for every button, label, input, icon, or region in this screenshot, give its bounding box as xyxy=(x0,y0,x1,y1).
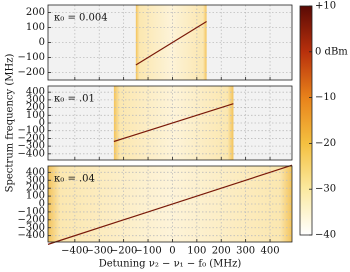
y-tick-label: −400 xyxy=(18,230,45,241)
panel-label: κ₀ = .01 xyxy=(54,94,95,105)
y-tick-label: 200 xyxy=(26,7,45,18)
y-tick-label: 400 xyxy=(26,87,45,98)
panel-label: κ₀ = 0.004 xyxy=(54,13,108,24)
y-tick-label: −100 xyxy=(18,206,45,217)
panel-frame xyxy=(47,165,293,243)
x-tick-label: −400 xyxy=(61,246,88,257)
y-tick-label: 100 xyxy=(26,191,45,202)
x-tick-label: 100 xyxy=(187,246,206,257)
x-tick-label: 200 xyxy=(212,246,231,257)
y-tick-label: 0 xyxy=(39,37,45,48)
y-tick-label: −400 xyxy=(18,148,45,159)
y-tick-label: 0 xyxy=(39,118,45,129)
y-tick-label: −200 xyxy=(18,67,45,78)
colorbar-tick-label: 0 dBm xyxy=(315,46,348,57)
x-tick-label: −200 xyxy=(110,246,137,257)
x-tick-label: 400 xyxy=(260,246,279,257)
y-tick-label: 400 xyxy=(26,167,45,178)
y-tick-label: 300 xyxy=(26,175,45,186)
panel-frame xyxy=(47,4,293,81)
y-tick-label: −100 xyxy=(18,52,45,63)
y-tick-label: −200 xyxy=(18,214,45,225)
x-tick-label: −100 xyxy=(134,246,161,257)
colorbar-tick-label: −40 xyxy=(315,230,336,241)
panel-frame xyxy=(47,85,293,161)
y-tick-label: 100 xyxy=(26,22,45,33)
colorbar-tick-label: −10 xyxy=(315,92,336,103)
x-tick-label: 0 xyxy=(169,246,175,257)
y-tick-label: 0 xyxy=(39,199,45,210)
colorbar-tick-label: +10 xyxy=(315,1,336,12)
y-tick-label: 200 xyxy=(26,102,45,113)
carrier-line xyxy=(113,103,234,143)
panel-label: κ₀ = .04 xyxy=(54,174,95,185)
x-tick-label: 300 xyxy=(236,246,255,257)
carrier-line xyxy=(47,164,293,245)
y-tick-label: 200 xyxy=(26,183,45,194)
y-tick-label: −200 xyxy=(18,133,45,144)
colorbar-tick-label: −20 xyxy=(315,138,336,149)
y-tick-label: 100 xyxy=(26,110,45,121)
y-axis-label: Spectrum frequency (MHz) xyxy=(5,54,16,193)
colorbar xyxy=(299,5,313,236)
x-tick-label: −300 xyxy=(86,246,113,257)
y-tick-label: −300 xyxy=(18,141,45,152)
y-tick-label: −100 xyxy=(18,125,45,136)
y-tick-label: −300 xyxy=(18,222,45,233)
x-axis-label: Detuning ν₂ − ν₁ − f₀ (MHz) xyxy=(99,259,242,270)
colorbar-tick-label: −30 xyxy=(315,184,336,195)
carrier-line xyxy=(135,20,207,66)
y-tick-label: 300 xyxy=(26,94,45,105)
